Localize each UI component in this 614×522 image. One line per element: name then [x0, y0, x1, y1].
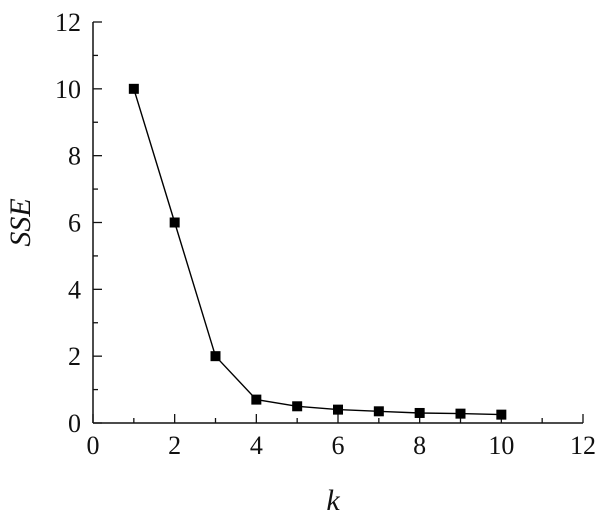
x-tick-label: 8 [413, 431, 426, 460]
x-tick-label: 6 [332, 431, 345, 460]
y-tick-label: 8 [68, 142, 81, 171]
x-tick-label: 0 [87, 431, 100, 460]
data-point-marker [373, 406, 384, 417]
y-tick-label: 12 [55, 8, 81, 37]
data-point-marker [496, 409, 507, 420]
series-line [133, 88, 502, 416]
y-axis-title: SSE [4, 198, 37, 246]
x-ticks: 0 2 4 6 8 10 12 [87, 414, 596, 460]
series-layer [128, 83, 507, 420]
y-ticks: 0 2 4 6 8 10 12 [55, 8, 102, 438]
y-tick-label: 6 [68, 209, 81, 238]
data-point-marker [455, 408, 466, 419]
data-point-marker [292, 401, 303, 412]
plot-frame [92, 22, 583, 424]
x-tick-label: 10 [488, 431, 514, 460]
data-point-marker [414, 407, 425, 418]
data-point-marker [169, 217, 180, 228]
data-point-marker [210, 351, 221, 362]
y-tick-label: 4 [68, 275, 81, 304]
y-tick-label: 2 [68, 342, 81, 371]
data-point-marker [128, 83, 139, 94]
x-tick-label: 2 [168, 431, 181, 460]
y-tick-label: 10 [55, 75, 81, 104]
data-point-marker [251, 394, 262, 405]
x-axis-title: k [326, 484, 340, 517]
x-tick-label: 12 [570, 431, 596, 460]
x-tick-label: 4 [250, 431, 263, 460]
data-point-marker [333, 404, 343, 415]
y-tick-label: 0 [68, 409, 81, 438]
